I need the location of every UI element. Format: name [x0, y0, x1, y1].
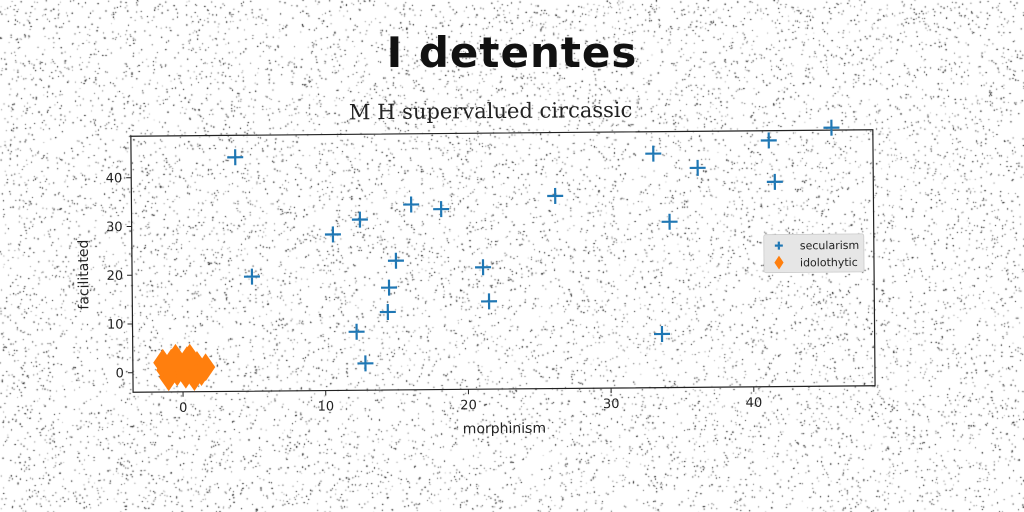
data-point-secularism [823, 119, 840, 136]
y-tick-label: 40 [106, 171, 123, 186]
chart-plot-group: M H supervalued circassic 0 10 20 30 40 0 10 2… [76, 98, 876, 438]
x-tick-label: 30 [603, 397, 620, 412]
data-point-secularism [403, 196, 420, 213]
data-point-secularism [324, 226, 341, 243]
legend-marker-idolothytic [774, 255, 784, 270]
data-point-secularism [433, 201, 450, 218]
y-tick-label: 30 [106, 220, 123, 235]
data-point-idolothytic [165, 343, 186, 372]
data-point-secularism [381, 279, 398, 296]
data-point-secularism [766, 173, 783, 190]
legend-label-secularism: secularism [800, 239, 859, 253]
y-axis-label: facilitated [76, 240, 93, 310]
y-tick-label: 10 [107, 318, 124, 333]
data-point-secularism [760, 132, 777, 149]
data-point-idolothytic [196, 353, 216, 382]
y-axis-ticks: 0 10 20 30 40 [106, 171, 133, 381]
x-tick-label: 20 [460, 398, 477, 413]
data-point-secularism [661, 213, 678, 230]
data-point-secularism [547, 187, 564, 204]
data-point-secularism [645, 145, 662, 162]
data-point-secularism [379, 303, 396, 320]
x-axis-ticks: 0 10 20 30 40 [179, 386, 763, 416]
x-axis-label: morphinism [463, 421, 546, 438]
legend-marker-secularism [774, 241, 783, 250]
data-point-idolothytic [153, 348, 173, 377]
legend-box [763, 233, 865, 274]
data-point-secularism [348, 323, 365, 340]
y-tick-label: 20 [106, 269, 123, 284]
data-point-secularism [653, 325, 671, 342]
x-tick-label: 10 [318, 399, 335, 414]
y-tick-label: 0 [116, 366, 124, 381]
chart-title: M H supervalued circassic [349, 98, 633, 124]
legend: secularism idolothytic [763, 233, 865, 274]
data-point-idolothytic [180, 343, 200, 372]
x-tick-label: 0 [179, 401, 187, 416]
data-point-secularism [227, 149, 244, 166]
data-point-secularism [689, 159, 706, 176]
figure-title: I detentes [386, 28, 638, 77]
x-tick-label: 40 [746, 396, 763, 411]
plot-area-frame [130, 129, 876, 393]
data-point-secularism [475, 259, 492, 276]
data-point-secularism [387, 252, 404, 269]
data-point-secularism [481, 293, 498, 310]
data-point-secularism [357, 355, 374, 372]
legend-label-idolothytic: idolothytic [800, 256, 858, 270]
data-points [153, 119, 840, 392]
data-point-secularism [243, 268, 260, 285]
data-point-secularism [351, 211, 368, 228]
